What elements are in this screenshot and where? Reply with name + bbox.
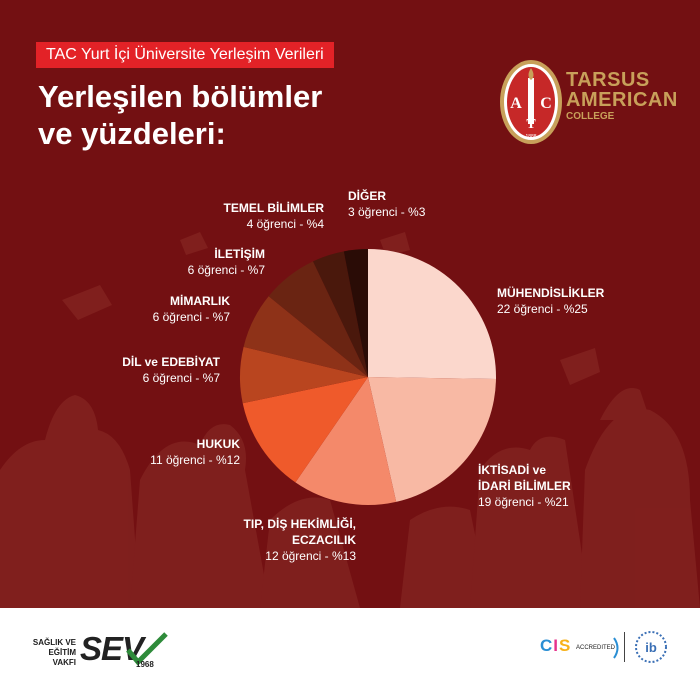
college-name-line-2: AMERICAN bbox=[566, 89, 678, 111]
label-value: 19 öğrenci - %21 bbox=[478, 495, 569, 509]
sev-caption-line: VAKFI bbox=[52, 658, 76, 667]
title-line-2: ve yüzdeleri: bbox=[38, 116, 226, 151]
college-logo-emblem: A C T 1888 bbox=[500, 60, 562, 144]
label-hukuk: HUKUK 11 öğrenci - %12 bbox=[110, 436, 240, 468]
logo-letter-c: C bbox=[540, 95, 552, 112]
pie-slice-1 bbox=[368, 249, 496, 380]
footer bbox=[0, 608, 700, 700]
pie-slice-2 bbox=[368, 377, 496, 502]
cis-letter-c: C bbox=[540, 636, 554, 655]
label-name: İDARİ BİLİMLER bbox=[478, 479, 571, 493]
label-iktisadi-idari: İKTİSADİ ve İDARİ BİLİMLER 19 öğrenci - … bbox=[478, 462, 571, 510]
sev-foundation-caption: SAĞLIK VE EĞİTİM VAKFI bbox=[26, 638, 76, 668]
college-name: TARSUS AMERICAN COLLEGE bbox=[566, 70, 678, 122]
cis-letter-i: I bbox=[553, 636, 560, 655]
college-name-line-1: TARSUS bbox=[566, 69, 650, 91]
header-tag: TAC Yurt İçi Üniversite Yerleşim Veriler… bbox=[36, 42, 334, 68]
label-name: İKTİSADİ ve bbox=[478, 463, 547, 477]
label-name: MÜHENDİSLİKLER bbox=[497, 286, 605, 300]
pie-slice-7 bbox=[268, 261, 368, 377]
main-panel: TAC Yurt İçi Üniversite Yerleşim Veriler… bbox=[0, 0, 700, 608]
label-dil-edebiyat: DİL ve EDEBİYAT 6 öğrenci - %7 bbox=[90, 354, 220, 386]
label-muhendislikler: MÜHENDİSLİKLER 22 öğrenci - %25 bbox=[497, 285, 604, 317]
sev-caption-line: EĞİTİM bbox=[48, 648, 76, 657]
label-name: DİĞER bbox=[348, 189, 387, 203]
cis-logo: CIS bbox=[540, 636, 571, 656]
logo-letter-a: A bbox=[510, 95, 522, 112]
logo-year: 1888 bbox=[525, 134, 536, 140]
label-value: 3 öğrenci - %3 bbox=[348, 205, 426, 219]
pie-slice-4 bbox=[242, 377, 368, 483]
label-tip: TIP, DİŞ HEKİMLİĞİ, ECZACILIK 12 öğrenci… bbox=[226, 516, 356, 564]
title-line-1: Yerleşilen bölümler bbox=[38, 79, 323, 114]
label-value: 6 öğrenci - %7 bbox=[142, 371, 220, 385]
label-name: TEMEL BİLİMLER bbox=[223, 201, 324, 215]
pie-slice-5 bbox=[239, 346, 368, 404]
label-value: 6 öğrenci - %7 bbox=[187, 263, 265, 277]
label-value: 4 öğrenci - %4 bbox=[246, 217, 324, 231]
cis-arc-icon bbox=[613, 637, 619, 659]
cis-accredited-text: ACCREDITED bbox=[576, 645, 616, 651]
label-iletisim: İLETİŞİM 6 öğrenci - %7 bbox=[135, 246, 265, 278]
sev-caption-line: SAĞLIK VE bbox=[32, 638, 76, 647]
footer-divider bbox=[624, 632, 625, 662]
ib-text: ib bbox=[645, 640, 657, 655]
label-value: 22 öğrenci - %25 bbox=[497, 302, 588, 316]
pie-chart bbox=[239, 249, 496, 505]
label-mimarlik: MİMARLIK 6 öğrenci - %7 bbox=[100, 293, 230, 325]
pie-slice-3 bbox=[295, 377, 397, 505]
label-diger: DİĞER 3 öğrenci - %3 bbox=[348, 188, 425, 220]
label-name: ECZACILIK bbox=[292, 533, 356, 547]
label-name: İLETİŞİM bbox=[214, 247, 265, 261]
label-value: 11 öğrenci - %12 bbox=[150, 453, 240, 467]
label-name: TIP, DİŞ HEKİMLİĞİ, bbox=[243, 517, 356, 531]
pie-slice-6 bbox=[243, 296, 368, 377]
sev-year: 1968 bbox=[136, 660, 154, 669]
graduates-silhouette-background bbox=[0, 232, 700, 608]
label-value: 12 öğrenci - %13 bbox=[265, 549, 356, 563]
label-temel-bilimler: TEMEL BİLİMLER 4 öğrenci - %4 bbox=[194, 200, 324, 232]
college-name-line-3: COLLEGE bbox=[566, 111, 615, 122]
label-name: DİL ve EDEBİYAT bbox=[122, 355, 220, 369]
cis-letter-s: S bbox=[559, 636, 572, 655]
label-name: MİMARLIK bbox=[170, 294, 230, 308]
logo-letter-t: T bbox=[526, 117, 536, 132]
sev-checkmark-icon bbox=[126, 632, 168, 666]
sev-logo-text: SEV bbox=[80, 630, 144, 667]
ib-logo-icon: ib bbox=[635, 631, 667, 663]
pie-slice-8 bbox=[312, 251, 368, 377]
label-name: HUKUK bbox=[196, 437, 240, 451]
page-title: Yerleşilen bölümler ve yüzdeleri: bbox=[38, 78, 322, 152]
pie-slice-9 bbox=[343, 249, 368, 377]
torch-flame-icon bbox=[528, 68, 534, 80]
label-value: 6 öğrenci - %7 bbox=[152, 310, 230, 324]
